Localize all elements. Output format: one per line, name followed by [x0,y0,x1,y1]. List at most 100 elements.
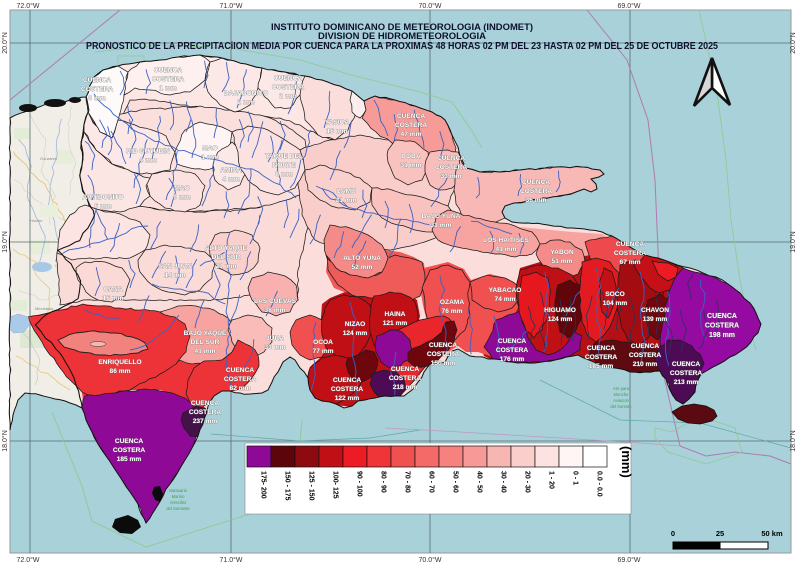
svg-text:2 mm: 2 mm [279,93,296,100]
svg-text:36 mm: 36 mm [526,197,547,204]
svg-text:198 mm: 198 mm [709,332,735,339]
svg-text:41 mm: 41 mm [496,246,517,253]
svg-text:60 - 70: 60 - 70 [428,471,435,493]
svg-text:1 mm: 1 mm [201,154,218,161]
svg-text:86 mm: 86 mm [110,368,131,375]
svg-text:33 mm: 33 mm [265,344,286,351]
svg-text:COSTERA: COSTERA [427,351,459,358]
svg-text:CUENCA: CUENCA [191,400,219,407]
svg-text:YABON: YABON [550,249,573,256]
svg-text:COSTERA: COSTERA [395,122,427,129]
svg-text:71.0°W: 71.0°W [219,556,242,564]
svg-text:69.0°W: 69.0°W [617,556,640,564]
svg-text:77 mm: 77 mm [313,348,334,355]
svg-text:COSTERA: COSTERA [614,250,646,257]
svg-text:NIZAO: NIZAO [345,321,366,328]
svg-text:8 mm: 8 mm [275,171,292,178]
svg-text:Gonaives: Gonaives [40,156,57,161]
svg-text:139 mm: 139 mm [643,316,668,323]
svg-text:COSTERA: COSTERA [152,76,184,83]
svg-text:ALTO YUNA: ALTO YUNA [343,255,381,262]
svg-text:BAJO YAQUE: BAJO YAQUE [184,330,227,337]
svg-text:0 mm: 0 mm [88,95,105,102]
svg-text:BAJABONICO: BAJABONICO [224,90,268,97]
svg-text:51 mm: 51 mm [552,258,573,265]
svg-text:19.0°N: 19.0°N [789,231,797,252]
svg-text:CUENCA: CUENCA [498,338,526,345]
svg-text:213 mm: 213 mm [674,379,699,386]
svg-text:Hinche: Hinche [30,218,43,223]
svg-text:JURA: JURA [266,335,284,342]
svg-text:125 - 150: 125 - 150 [308,471,315,501]
svg-text:CUENCA: CUENCA [587,345,615,352]
svg-text:Marino: Marino [172,494,185,499]
svg-text:CUENCA: CUENCA [437,155,465,162]
svg-text:76 mm: 76 mm [442,308,463,315]
svg-text:19.0°N: 19.0°N [1,231,9,252]
svg-text:COSTERA: COSTERA [705,322,739,329]
svg-text:CUENCA: CUENCA [154,67,182,74]
svg-text:LAS CUEVAS: LAS CUEVAS [254,298,297,305]
svg-text:COSTERA: COSTERA [189,409,221,416]
svg-text:237 mm: 237 mm [193,418,218,425]
svg-text:20 - 30: 20 - 30 [524,471,531,493]
svg-text:20.0°N: 20.0°N [1,32,9,53]
svg-text:Aviacion: Aviacion [613,398,629,403]
svg-text:AMINA: AMINA [220,167,242,174]
svg-text:14 mm: 14 mm [165,272,186,279]
svg-text:18.0°N: 18.0°N [1,430,9,451]
svg-text:CUENCA: CUENCA [83,77,111,84]
svg-text:185 mm: 185 mm [589,363,614,370]
svg-text:Are para: Are para [613,386,630,391]
svg-text:COSTERA: COSTERA [224,376,256,383]
svg-text:9 mm: 9 mm [173,194,190,201]
svg-text:COSTERA: COSTERA [113,447,145,454]
svg-text:Monche: Monche [614,392,630,397]
svg-text:82 mm: 82 mm [230,385,251,392]
svg-text:100- 125: 100- 125 [332,471,339,499]
svg-text:MAO: MAO [174,185,189,192]
svg-text:2 mm: 2 mm [237,99,254,106]
svg-text:MAO: MAO [202,145,217,152]
svg-text:31 mm: 31 mm [431,222,452,229]
svg-text:20.0°N: 20.0°N [789,32,797,53]
svg-text:COSTERA: COSTERA [81,86,113,93]
svg-text:150 mm: 150 mm [431,360,456,367]
svg-text:DEL SUR: DEL SUR [191,339,220,346]
svg-text:CUENCA: CUENCA [631,343,659,350]
svg-text:CUENCA: CUENCA [429,342,457,349]
svg-text:50 - 60: 50 - 60 [452,471,459,493]
svg-text:COSTERA: COSTERA [435,164,467,171]
svg-text:4 mm: 4 mm [222,176,239,183]
svg-text:COSTERA: COSTERA [585,354,617,361]
svg-text:CUENCA: CUENCA [616,241,644,248]
svg-text:del Suroeste: del Suroeste [166,506,190,511]
svg-text:Santuario: Santuario [169,488,188,493]
svg-text:4 mm: 4 mm [139,157,156,164]
svg-text:40 - 50: 40 - 50 [476,471,483,493]
svg-text:ENRIQUELLO: ENRIQUELLO [98,359,141,366]
svg-text:104 mm: 104 mm [603,300,628,307]
svg-text:LOS HAITISES: LOS HAITISES [483,237,529,244]
svg-text:74 mm: 74 mm [495,296,516,303]
svg-text:33 mm: 33 mm [441,173,462,180]
svg-text:SOCO: SOCO [605,291,624,298]
svg-text:1 mm: 1 mm [159,85,176,92]
svg-text:CUENCA: CUENCA [226,367,254,374]
svg-text:ARTIBONITO: ARTIBONITO [83,194,124,201]
svg-text:210 mm: 210 mm [633,361,658,368]
svg-text:ALTO YAQUE: ALTO YAQUE [205,245,247,252]
svg-text:SAN JUAN: SAN JUAN [158,263,192,270]
svg-text:HAINA: HAINA [385,311,406,318]
svg-text:71.0°W: 71.0°W [219,2,242,10]
svg-text:21 mm: 21 mm [216,263,237,270]
svg-text:38 mm: 38 mm [265,307,286,314]
svg-text:31 mm: 31 mm [401,162,422,169]
svg-text:DEL SUR: DEL SUR [212,254,241,261]
svg-text:41 mm: 41 mm [195,348,216,355]
svg-text:122 mm: 122 mm [335,395,360,402]
svg-text:90 - 100: 90 - 100 [356,471,363,497]
svg-text:PRONOSTICO DE LA PRECIPITACi: PRONOSTICO DE LA PRECIPITACiION MEDIA PO… [86,41,718,52]
svg-text:BOBA: BOBA [401,153,421,160]
svg-text:25: 25 [716,529,724,538]
